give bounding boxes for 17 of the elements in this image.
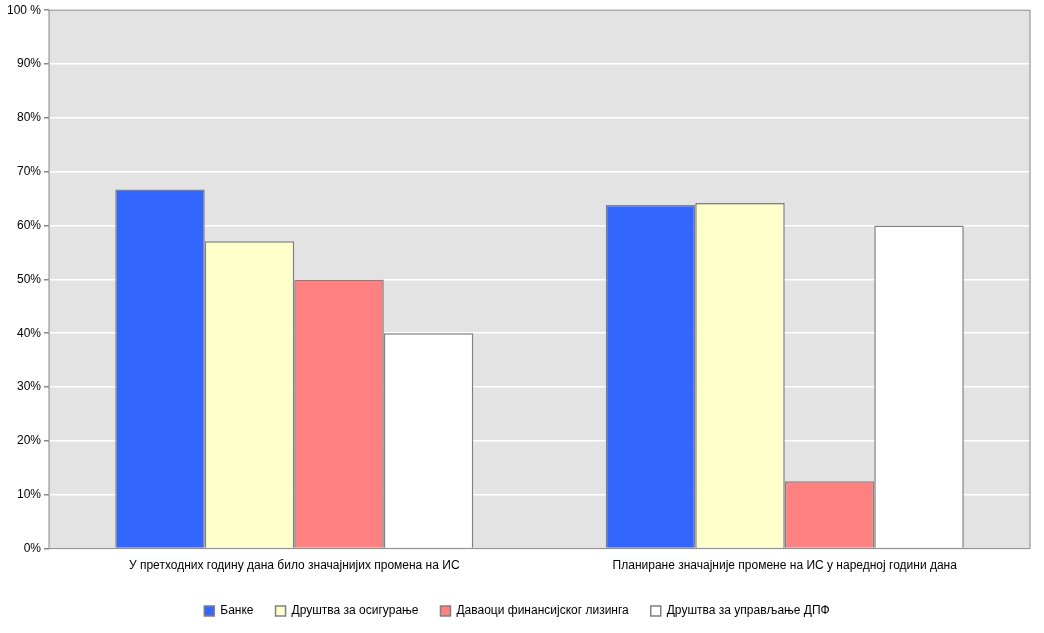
y-tick-label: 40% [16,325,42,340]
x-tick-label: У претходних годину дана било значајнијих промена на ИС [128,558,460,573]
y-tick-label: 80% [16,110,42,125]
y-tick-label: 0% [23,540,42,555]
legend-label: Банке [220,603,254,618]
y-tick-label: 60% [16,217,42,232]
legend-label: Друштва за осигурање [291,603,419,618]
y-tick-label: 20% [16,433,42,448]
y-tick-label: 100 % [6,2,42,17]
legend-label: Друштва за управљање ДПФ [666,603,830,618]
y-tick-label: 50% [16,271,42,286]
y-tick-label: 90% [16,56,42,71]
y-tick-label: 70% [16,164,42,179]
y-tick-label: 10% [16,487,42,502]
y-tick-label: 30% [16,379,42,394]
x-tick-label: Планиране значајније промене на ИС у наредној години дана [612,558,958,573]
legend-label: Даваоци финансијског лизинга [456,603,630,618]
